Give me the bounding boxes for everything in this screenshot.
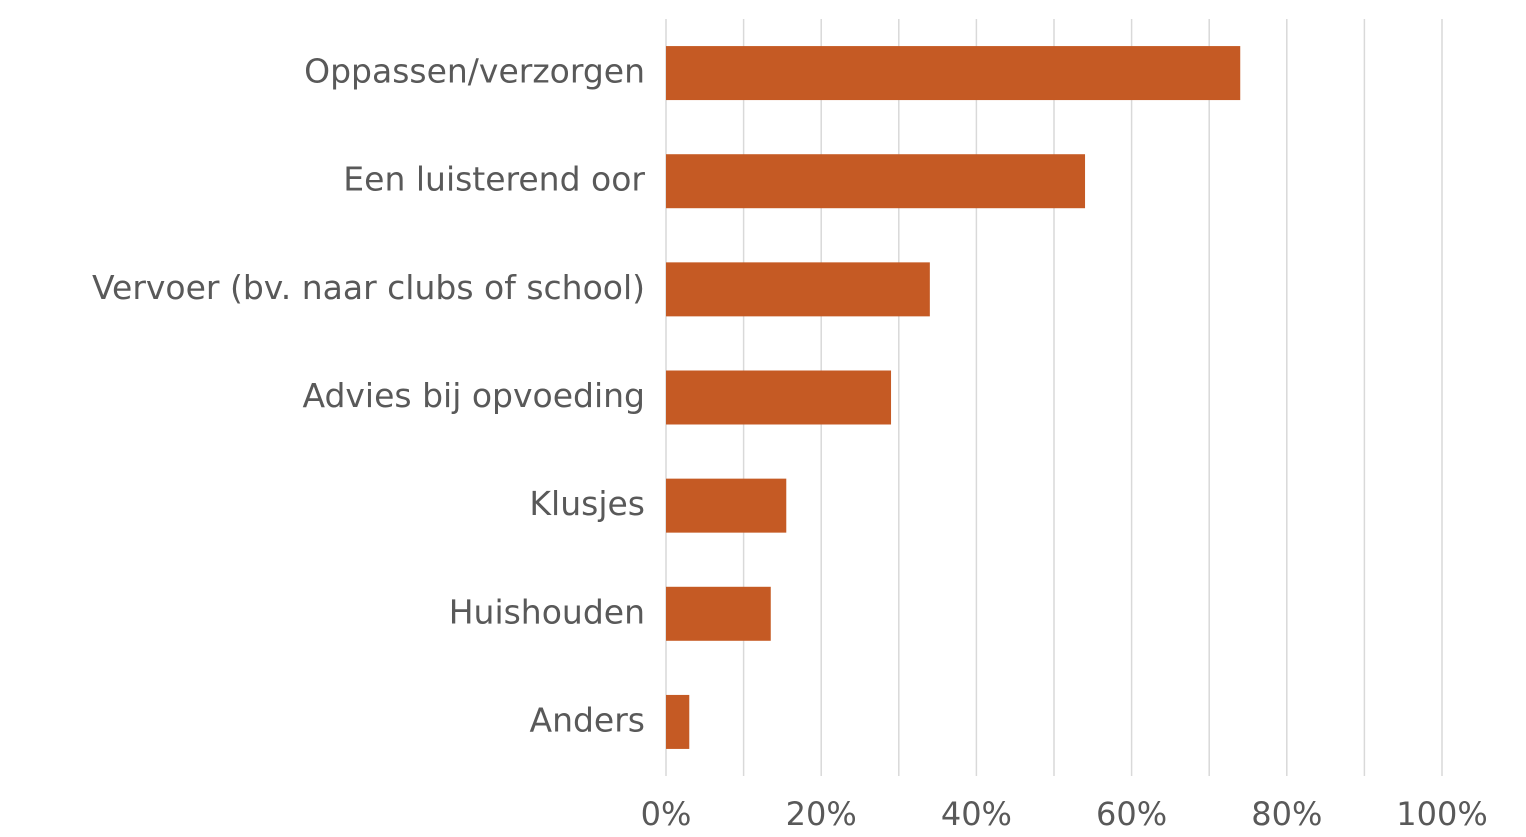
y-tick-label: Oppassen/verzorgen [304, 52, 645, 91]
bar [666, 478, 787, 533]
bar [666, 586, 771, 641]
bar [666, 370, 892, 425]
y-tick-label: Advies bij opvoeding [302, 376, 645, 415]
x-tick-label: 80% [1251, 795, 1322, 833]
x-tick-label: 0% [641, 795, 692, 833]
x-tick-label: 20% [786, 795, 857, 833]
y-tick-label: Een luisterend oor [343, 160, 645, 199]
y-tick-label: Anders [530, 700, 646, 739]
bar [666, 694, 690, 749]
y-tick-label: Huishouden [449, 592, 645, 631]
bar [666, 154, 1086, 209]
bar [666, 262, 930, 317]
y-tick-label: Klusjes [529, 484, 645, 523]
x-tick-label: 40% [941, 795, 1012, 833]
bar [666, 46, 1241, 101]
x-tick-label: 60% [1096, 795, 1167, 833]
y-tick-label: Vervoer (bv. naar clubs of school) [92, 268, 645, 307]
x-tick-label: 100% [1396, 795, 1487, 833]
